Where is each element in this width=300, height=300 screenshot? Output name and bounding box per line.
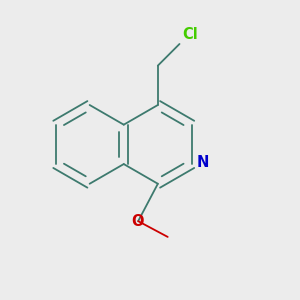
Text: N: N bbox=[197, 155, 209, 170]
Text: Cl: Cl bbox=[182, 27, 198, 42]
Text: O: O bbox=[131, 214, 144, 229]
